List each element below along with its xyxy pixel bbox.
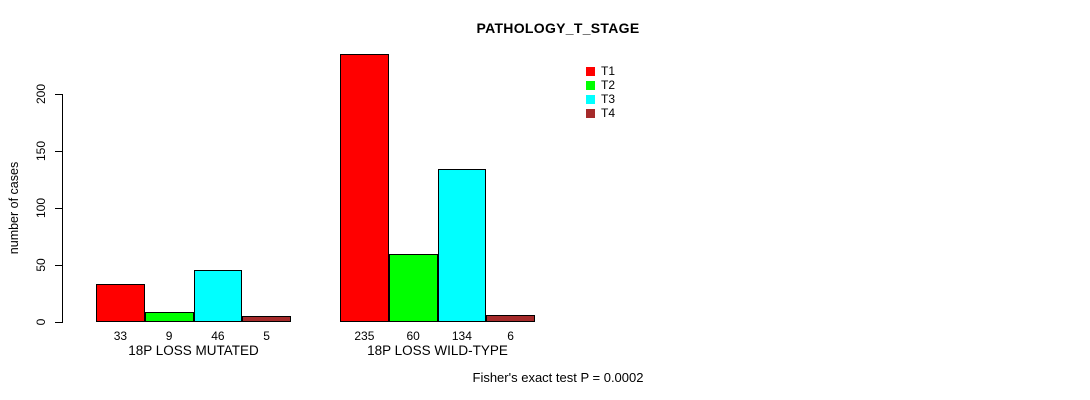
bar-t3: [193, 270, 243, 322]
bar-value-label: 134: [451, 329, 472, 343]
y-axis-tick-label: 50: [34, 258, 48, 272]
legend-swatch-t3: [586, 94, 595, 104]
y-axis-title: number of cases: [7, 161, 21, 255]
chart-title: PATHOLOGY_T_STAGE: [476, 20, 640, 36]
legend-swatch-t4: [586, 108, 595, 118]
legend-label: T1: [601, 64, 616, 78]
y-axis-tick: [55, 208, 62, 209]
bar-value-label: 235: [354, 329, 375, 343]
legend-item: T1: [586, 64, 615, 78]
legend-item: T4: [586, 106, 615, 120]
bar-value-label: 6: [507, 329, 514, 343]
bar-value-label: 9: [165, 329, 173, 343]
legend-swatch-t2: [586, 80, 595, 90]
footnote: Fisher's exact test P = 0.0002: [472, 370, 644, 385]
x-category-label: 18P LOSS WILD-TYPE: [367, 343, 508, 358]
legend: T1 T2 T3 T4: [586, 64, 615, 120]
bar-t3: [437, 169, 487, 322]
y-axis-tick-label: 150: [34, 140, 48, 162]
bar-value-label: 33: [113, 329, 128, 343]
y-axis-tick: [55, 94, 62, 95]
y-axis-tick: [55, 322, 62, 323]
bar-t4: [486, 315, 535, 322]
legend-label: T4: [601, 106, 616, 120]
legend-item: T2: [586, 78, 615, 92]
y-axis-tick: [55, 151, 62, 152]
bar-t1: [96, 284, 145, 322]
bar-value-label: 5: [263, 329, 270, 343]
y-axis-tick-label: 0: [34, 318, 48, 326]
y-axis-tick-label: 100: [34, 197, 48, 219]
bar-value-label: 60: [406, 329, 420, 343]
bar-value-label: 46: [211, 329, 225, 343]
bar-t4: [242, 316, 291, 322]
y-axis-tick: [55, 265, 62, 266]
legend-label: T2: [601, 78, 616, 92]
legend-label: T3: [601, 92, 616, 106]
bar-t2: [388, 254, 438, 322]
y-axis-tick-label: 200: [34, 83, 48, 105]
legend-swatch-t1: [586, 66, 595, 76]
bar-t1: [340, 54, 389, 322]
x-category-label: 18P LOSS MUTATED: [128, 343, 259, 358]
legend-item: T3: [586, 92, 615, 106]
y-axis-line: [62, 94, 63, 323]
bar-t2: [144, 312, 194, 322]
